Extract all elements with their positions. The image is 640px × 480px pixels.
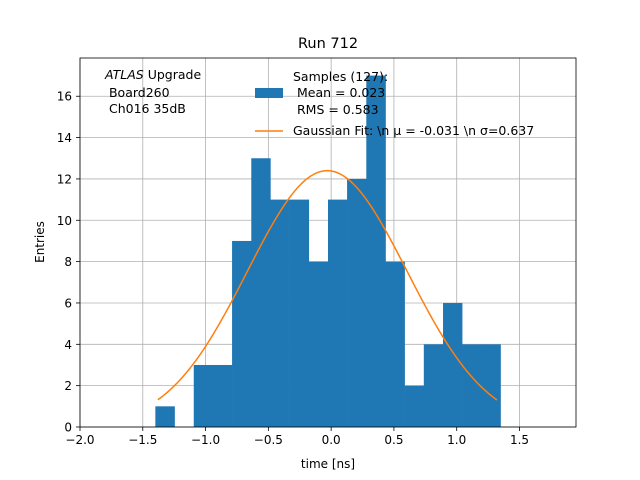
legend-samples-line-1: Samples (127): bbox=[293, 69, 388, 84]
gaussian-fit bbox=[157, 169, 498, 401]
x-tick-label: −0.5 bbox=[254, 433, 283, 447]
annotation-atlas: ATLAS bbox=[104, 67, 144, 82]
y-tick-label: 0 bbox=[64, 421, 72, 435]
legend-fit-label: Gaussian Fit: \n μ = -0.031 \n σ=0.637 bbox=[293, 123, 534, 138]
histogram-bar bbox=[289, 199, 310, 427]
histogram-bar bbox=[481, 344, 501, 427]
y-tick-label: 4 bbox=[64, 338, 72, 352]
atlas-annotation: ATLAS Upgrade Board260 Ch016 35dB bbox=[104, 67, 201, 116]
histogram-bar bbox=[270, 199, 290, 427]
gaussian-fit-line bbox=[157, 169, 498, 401]
annotation-upgrade: Upgrade bbox=[144, 67, 202, 82]
y-tick-label: 8 bbox=[64, 255, 72, 269]
y-tick-label: 16 bbox=[57, 90, 72, 104]
histogram-bar bbox=[193, 364, 214, 427]
x-tick-label: 0.0 bbox=[322, 433, 341, 447]
y-axis-label: Entries bbox=[33, 221, 47, 263]
annotation-channel: Ch016 35dB bbox=[105, 101, 186, 116]
y-axis-ticks: 0 2 4 6 8 10 12 14 16 bbox=[57, 90, 80, 435]
x-tick-label: 1.0 bbox=[447, 433, 466, 447]
plot-frame bbox=[79, 57, 577, 428]
histogram-bar bbox=[347, 178, 367, 427]
x-tick-label: −2.0 bbox=[65, 433, 94, 447]
x-tick-label: −1.0 bbox=[191, 433, 220, 447]
chart-title: Run 712 bbox=[298, 36, 358, 52]
y-tick-label: 12 bbox=[57, 172, 72, 186]
x-tick-label: 1.5 bbox=[510, 433, 529, 447]
x-tick-label: 0.5 bbox=[384, 433, 403, 447]
histogram-bar bbox=[328, 199, 348, 427]
y-tick-label: 14 bbox=[57, 131, 72, 145]
histogram-bar bbox=[423, 344, 444, 427]
x-axis-ticks: −2.0 −1.5 −1.0 −0.5 0.0 0.5 1.0 1.5 bbox=[65, 427, 529, 447]
histogram-bar bbox=[443, 302, 463, 427]
histogram-bar bbox=[385, 261, 405, 427]
annotation-line-1: ATLAS Upgrade bbox=[104, 67, 201, 82]
annotation-board: Board260 bbox=[105, 85, 170, 100]
legend: Samples (127): Mean = 0.023 RMS = 0.583 … bbox=[255, 69, 534, 138]
histogram-bar bbox=[308, 261, 329, 427]
legend-samples-line-2: Mean = 0.023 bbox=[293, 85, 385, 100]
histogram-bars bbox=[155, 75, 501, 428]
y-tick-label: 6 bbox=[64, 296, 72, 310]
legend-histogram-swatch bbox=[255, 88, 283, 98]
histogram-bar bbox=[404, 385, 425, 427]
histogram-bar bbox=[366, 75, 386, 428]
legend-samples-line-3: RMS = 0.583 bbox=[293, 102, 379, 117]
x-tick-label: −1.5 bbox=[128, 433, 157, 447]
histogram-bar bbox=[462, 344, 482, 427]
histogram-bar bbox=[251, 158, 271, 427]
y-tick-label: 10 bbox=[57, 214, 72, 228]
histogram-bar bbox=[155, 406, 175, 427]
x-axis-label: time [ns] bbox=[301, 457, 355, 471]
histogram-bar bbox=[232, 240, 252, 427]
histogram-bar bbox=[212, 364, 233, 427]
y-tick-label: 2 bbox=[64, 379, 72, 393]
